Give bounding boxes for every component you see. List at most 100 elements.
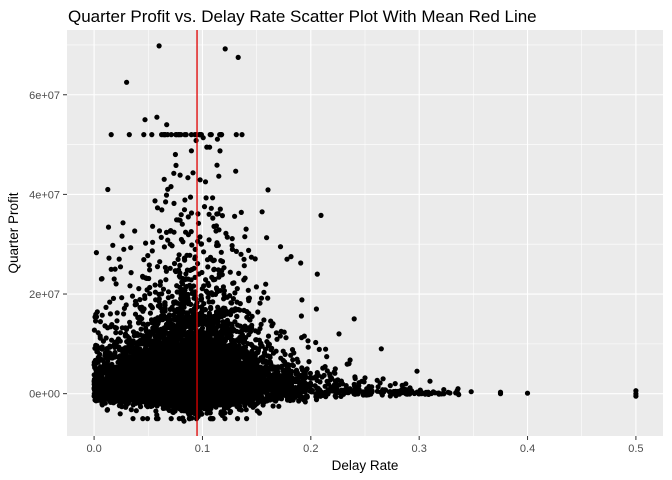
scatter-point [147, 267, 153, 273]
scatter-point [152, 198, 158, 204]
scatter-point [132, 311, 139, 317]
scatter-point [242, 234, 248, 240]
scatter-point [120, 220, 126, 226]
scatter-point [374, 377, 380, 383]
scatter-point [161, 244, 167, 250]
scatter-point [99, 312, 105, 318]
scatter-point [108, 266, 114, 272]
scatter-point [185, 214, 191, 220]
scatter-point [160, 286, 167, 292]
scatter-point [314, 377, 320, 383]
scatter-point [113, 281, 119, 287]
scatter-point [188, 148, 194, 154]
scatter-point [229, 246, 235, 252]
scatter-point [274, 336, 280, 342]
scatter-point [154, 205, 161, 211]
scatter-point [188, 229, 194, 235]
scatter-point [112, 324, 118, 331]
scatter-point [210, 195, 216, 201]
scatter-point [234, 286, 240, 292]
scatter-point [121, 246, 127, 252]
scatter-point [267, 354, 273, 360]
scatter-point [156, 228, 163, 234]
scatter-point [116, 256, 122, 262]
scatter-point [177, 270, 183, 276]
scatter-point [167, 265, 173, 271]
scatter-point [256, 410, 263, 416]
scatter-point [252, 256, 258, 262]
scatter-point [93, 250, 99, 256]
scatter-point [141, 132, 147, 138]
scatter-point [224, 234, 230, 240]
scatter-point [174, 289, 180, 295]
scatter-point [159, 207, 165, 213]
scatter-point [185, 175, 191, 181]
scatter-point [306, 359, 312, 365]
scatter-point [157, 259, 163, 265]
scatter-point [179, 281, 186, 287]
scatter-point [168, 416, 174, 422]
scatter-point [205, 294, 211, 300]
scatter-point [154, 264, 161, 270]
scatter-point [273, 348, 279, 354]
scatter-point [176, 252, 182, 258]
scatter-point [294, 356, 300, 362]
scatter-points [91, 132, 462, 422]
scatter-point [203, 195, 209, 201]
scatter-point [188, 286, 194, 292]
scatter-point [255, 309, 261, 315]
scatter-point [232, 290, 238, 296]
scatter-point [128, 407, 134, 413]
scatter-point [132, 228, 138, 234]
scatter-point [301, 333, 307, 339]
scatter-point [352, 375, 358, 382]
scatter-point [375, 384, 381, 390]
scatter-point [149, 248, 155, 254]
scatter-point [243, 407, 249, 413]
scatter-point [227, 269, 233, 275]
scatter-point [165, 186, 171, 192]
scatter-point [126, 132, 132, 138]
scatter-point [229, 243, 235, 249]
scatter-point [269, 323, 275, 329]
scatter-point [202, 179, 209, 185]
scatter-point [182, 197, 188, 203]
chart-title: Quarter Profit vs. Delay Rate Scatter Pl… [68, 7, 537, 26]
scatter-point [231, 280, 237, 286]
scatter-point [320, 365, 326, 371]
scatter-point [145, 321, 151, 327]
scatter-point [239, 132, 245, 138]
scatter-point [325, 391, 331, 397]
scatter-point [163, 277, 169, 283]
scatter-point [323, 346, 329, 352]
scatter-point [158, 234, 164, 240]
scatter-point [205, 264, 211, 270]
scatter-point [97, 319, 103, 325]
scatter-point [106, 255, 112, 261]
scatter-point [233, 248, 239, 254]
scatter-point [232, 319, 238, 325]
scatter-point [302, 399, 308, 405]
scatter-point [191, 265, 197, 271]
scatter-point [210, 299, 216, 305]
scatter-point [217, 148, 223, 154]
scatter-point [387, 383, 393, 389]
scatter-point [190, 170, 196, 176]
scatter-point [217, 206, 223, 212]
scatter-point [175, 217, 181, 223]
scatter-point [356, 383, 362, 389]
scatter-point [143, 240, 149, 246]
scatter-point [264, 235, 270, 241]
scatter-point [206, 282, 212, 288]
scatter-point [208, 205, 214, 211]
scatter-point [197, 177, 203, 183]
scatter-point [133, 408, 139, 414]
scatter-point [114, 318, 120, 324]
scatter-point [233, 168, 239, 174]
scatter-point [108, 132, 114, 138]
scatter-point [237, 323, 243, 329]
scatter-point [245, 287, 251, 293]
scatter-point [181, 207, 188, 213]
scatter-point [150, 239, 156, 245]
